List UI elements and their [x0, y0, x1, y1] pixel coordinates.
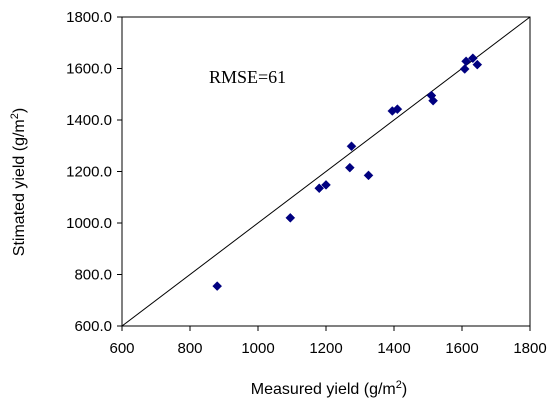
x-tick-label: 1000 [241, 340, 274, 357]
y-tick-label: 800.0 [74, 267, 112, 284]
y-axis-title: Stimated yield (g/m2) [9, 108, 28, 256]
y-tick-label: 600.0 [74, 318, 112, 335]
data-point [392, 104, 403, 115]
y-axis-title-sup: 2 [9, 113, 21, 119]
data-point [344, 162, 355, 173]
x-tick-label: 1600 [445, 340, 478, 357]
x-axis-title: Measured yield (g/m2) [251, 379, 407, 398]
axes [117, 16, 531, 331]
y-tick-label: 1600.0 [66, 61, 112, 78]
x-tick-label: 1400 [377, 340, 410, 357]
x-tick-label: 1200 [309, 340, 342, 357]
data-point [363, 170, 374, 181]
data-point [468, 53, 478, 64]
x-tick-label: 800 [177, 340, 202, 357]
data-point [314, 183, 325, 194]
y-tick-label: 1800.0 [66, 9, 112, 26]
tick-labels: 600 800 1000 1200 1400 1600 1800 600.0 800.0 1000… [66, 9, 547, 357]
x-axis-title-prefix: Measured yield (g/m [251, 381, 396, 398]
data-point [212, 281, 223, 291]
x-axis-title-suffix: ) [402, 381, 407, 398]
data-point [346, 141, 357, 152]
data-point [459, 64, 470, 74]
data-point [321, 180, 331, 190]
y-tick-label: 1200.0 [66, 164, 112, 181]
data-point [461, 56, 471, 67]
y-tick-label: 1400.0 [66, 112, 112, 129]
x-tick-label: 1800 [513, 340, 546, 357]
y-tick-label: 1000.0 [66, 215, 112, 232]
data-point [472, 59, 483, 70]
x-tick-label: 600 [109, 340, 134, 357]
y-axis-title-suffix: ) [11, 108, 28, 113]
y-axis-title-prefix: Stimated yield (g/m [11, 119, 28, 256]
data-point [285, 212, 296, 223]
x-axis-title-sup: 2 [396, 379, 402, 391]
data-points [212, 53, 483, 291]
rmse-annotation: RMSE=61 [209, 67, 286, 87]
data-point [428, 95, 438, 106]
